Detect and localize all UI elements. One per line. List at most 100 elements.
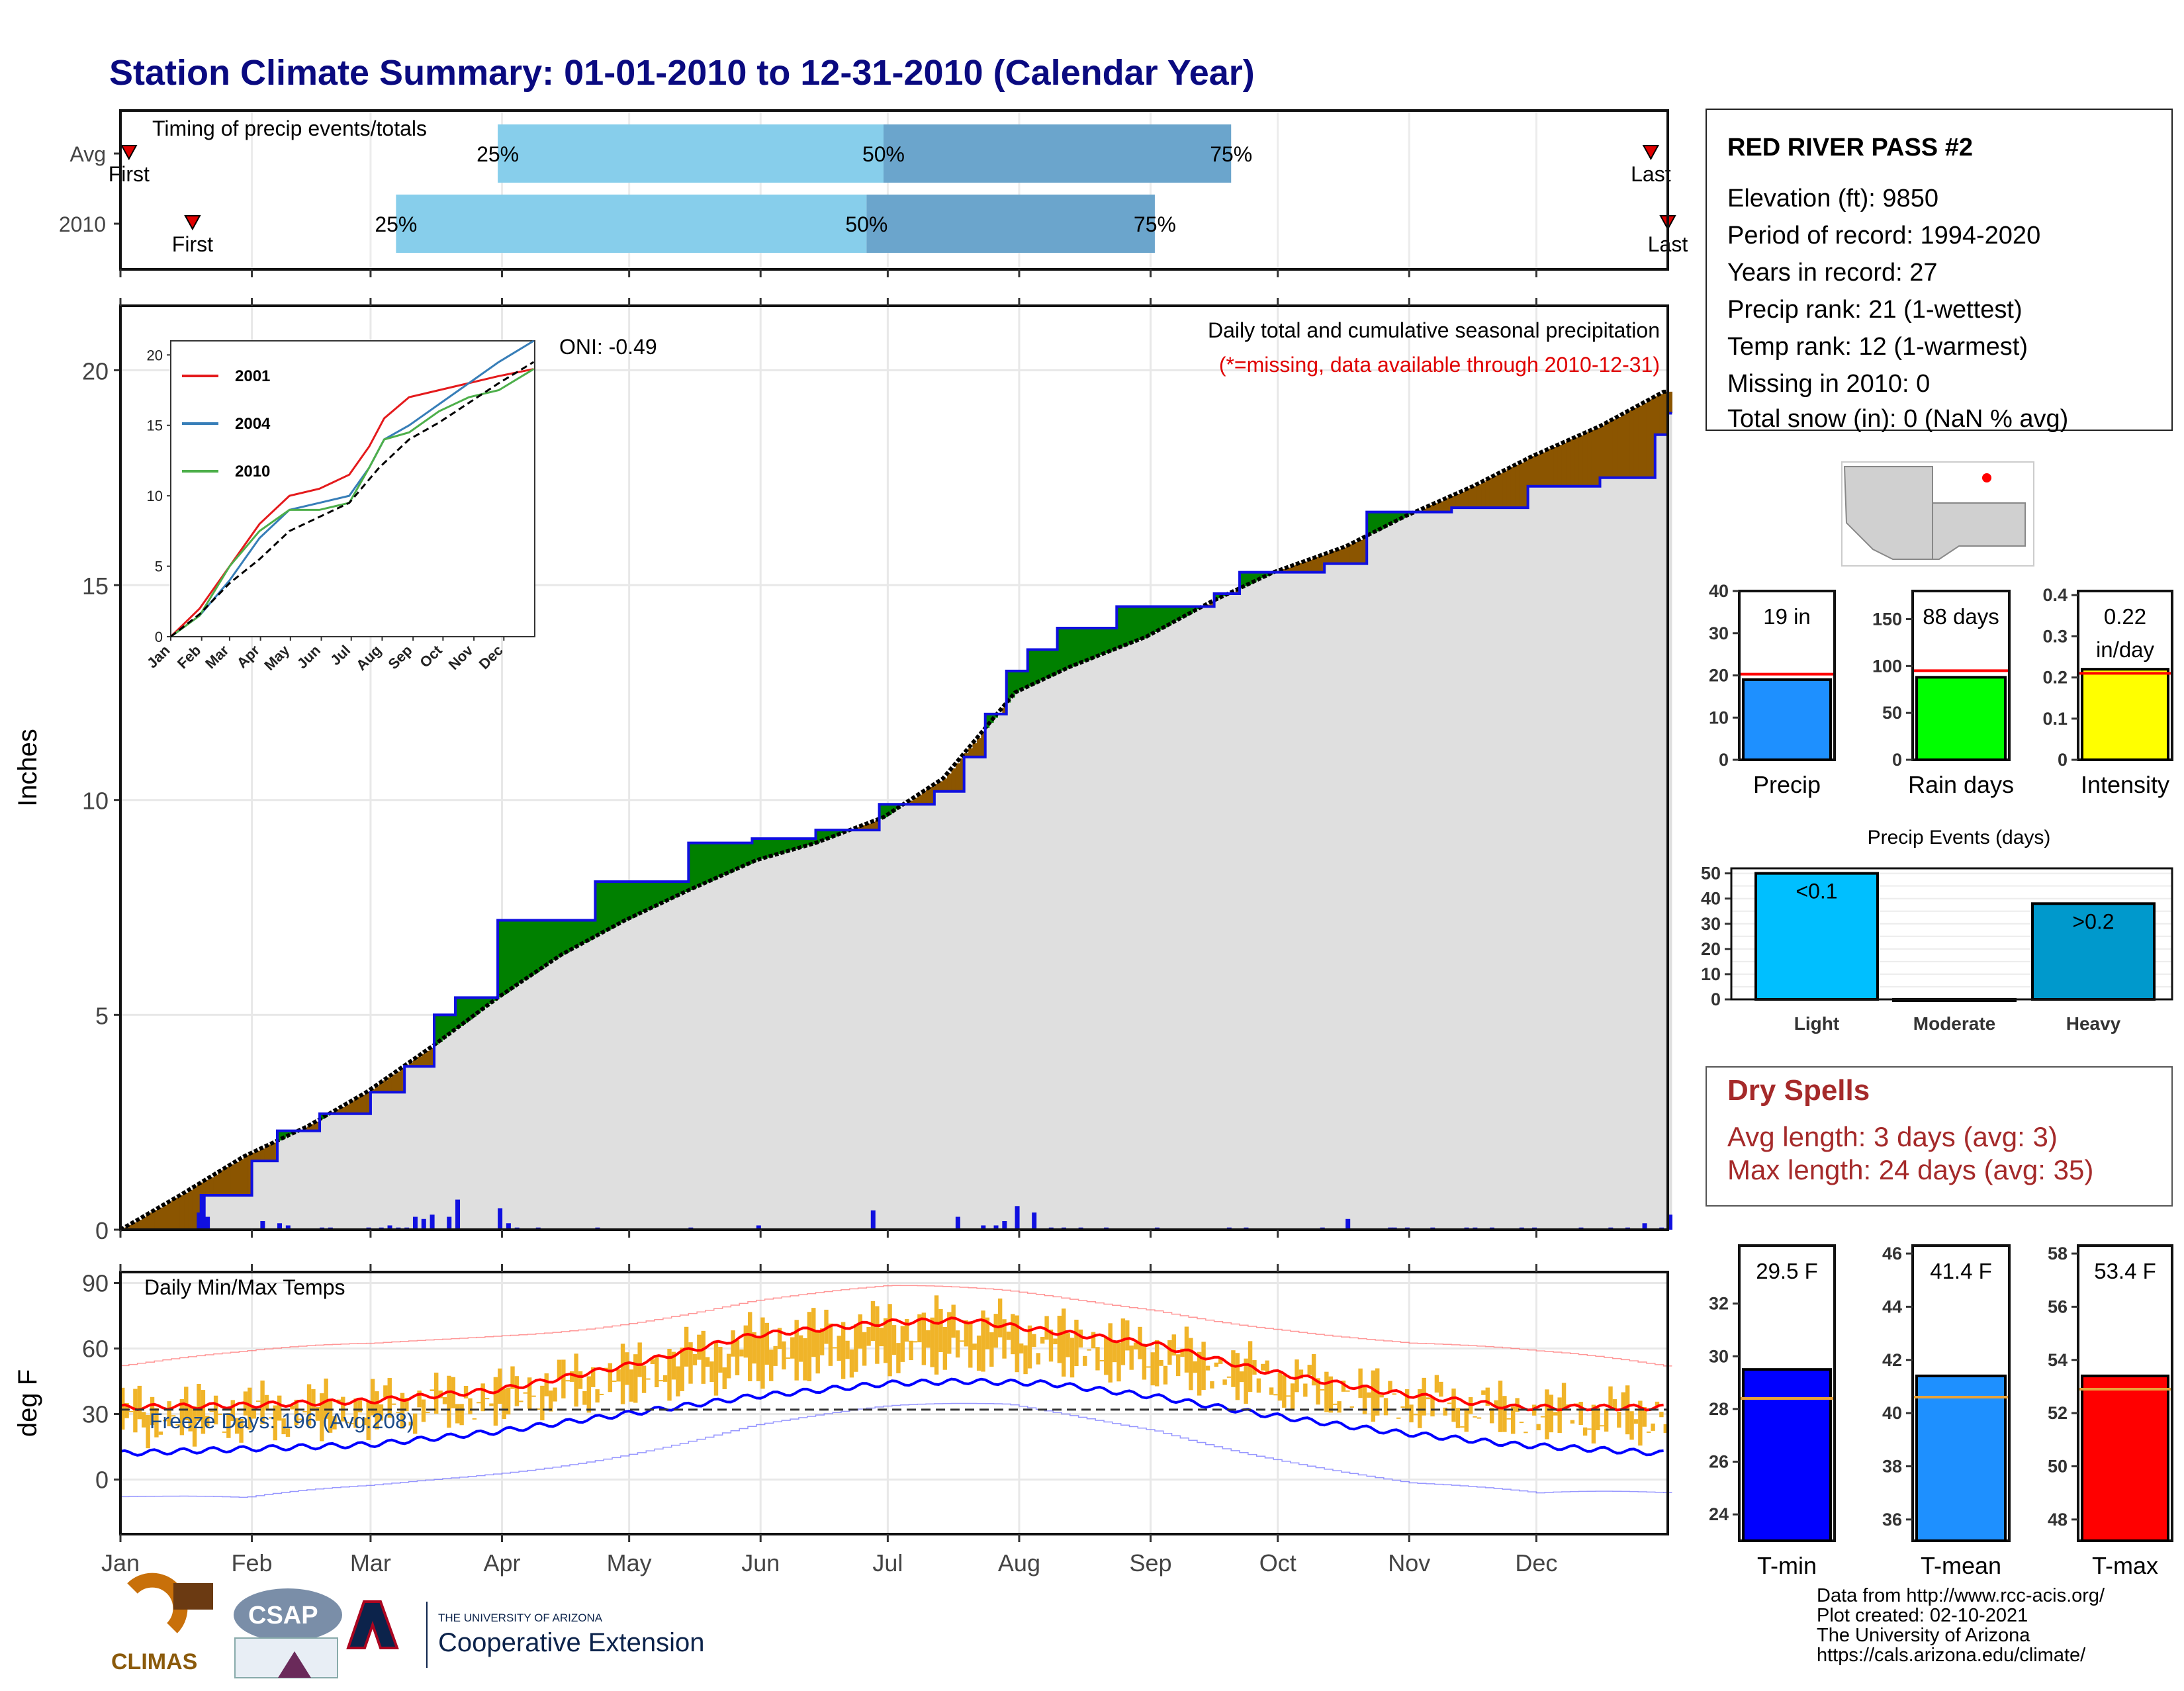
difference-band (1460, 492, 1465, 508)
daily-temp-bar (1287, 1395, 1291, 1396)
y-tick-label: 90 (82, 1270, 109, 1297)
y-tick-label: 0 (1711, 989, 1721, 1009)
daily-temp-bar (1011, 1314, 1015, 1354)
daily-temp-bar (875, 1306, 879, 1364)
difference-band (646, 882, 651, 910)
difference-band (659, 882, 663, 904)
daily-precip-bar (871, 1211, 876, 1230)
daily-precip-bar (1345, 1219, 1350, 1230)
daily-temp-bar (430, 1389, 434, 1391)
difference-band (922, 792, 927, 804)
daily-temp-bar (887, 1304, 891, 1376)
daily-temp-bar (1456, 1408, 1460, 1428)
difference-band (616, 882, 621, 925)
daily-temp-bar (909, 1341, 913, 1360)
daily-temp-bar (633, 1354, 637, 1402)
difference-band (379, 1083, 384, 1092)
y-tick-label: 0.3 (2042, 626, 2068, 646)
daily-temp-bar (1557, 1397, 1561, 1433)
value-label: 19 in (1763, 604, 1811, 629)
y-tick-label: 0.2 (2042, 668, 2068, 688)
difference-band (705, 843, 710, 883)
y-tick-label: 46 (1882, 1244, 1902, 1263)
difference-band (150, 1212, 155, 1230)
difference-band (727, 843, 731, 874)
daily-temp-bar (901, 1326, 905, 1362)
daily-temp-bar (1261, 1364, 1265, 1371)
daily-temp-bar (1473, 1416, 1477, 1418)
daily-temp-bar (1350, 1406, 1354, 1408)
daily-temp-bar (549, 1391, 553, 1412)
daily-temp-bar (1066, 1333, 1069, 1357)
difference-band (1583, 434, 1588, 486)
daily-temp-bar (922, 1312, 926, 1365)
dry-spells-avg: Avg length: 3 days (avg: 3) (1727, 1121, 2058, 1152)
freeze-days-annotation: Freeze Days: 196 (Avg:208) (150, 1409, 414, 1433)
station-line: Years in record: 27 (1727, 259, 1938, 287)
daily-temp-bar (1647, 1432, 1651, 1433)
difference-band (396, 1072, 400, 1092)
value-bar (1917, 677, 2005, 760)
daily-temp-bar (311, 1389, 315, 1411)
inset-y-tick-label: 10 (147, 488, 163, 504)
difference-band (1469, 488, 1473, 508)
daily-temp-bar (1210, 1381, 1214, 1389)
difference-band (570, 921, 574, 950)
daily-temp-bar (1617, 1412, 1621, 1428)
difference-band (1515, 465, 1520, 508)
daily-temp-bar (566, 1380, 570, 1381)
daily-temp-bar (1333, 1404, 1337, 1405)
daily-temp-bar (1435, 1375, 1439, 1393)
difference-band (1333, 551, 1338, 563)
difference-band (175, 1198, 180, 1230)
difference-band (714, 843, 719, 879)
daily-temp-bar (1498, 1381, 1502, 1432)
difference-band (1494, 475, 1498, 508)
daily-temp-bar (1282, 1375, 1286, 1408)
daily-temp-bar (1536, 1424, 1540, 1430)
daily-temp-bar (642, 1365, 646, 1393)
x-tick-label: Oct (1259, 1549, 1297, 1577)
difference-band (392, 1074, 396, 1092)
difference-band (231, 1164, 236, 1195)
daily-temp-bar (1562, 1383, 1566, 1408)
y-tick-label: 100 (1872, 656, 1902, 676)
last-event-label: Last (1631, 162, 1671, 186)
difference-band (218, 1172, 222, 1195)
y-tick-label: 0 (1892, 750, 1902, 770)
inset-legend-label: 2010 (235, 463, 270, 480)
daily-temp-bar (637, 1342, 641, 1377)
daily-temp-bar (702, 1331, 705, 1384)
difference-band (265, 1146, 269, 1161)
daily-temp-bar (1070, 1338, 1074, 1377)
daily-precip-bar (455, 1200, 460, 1230)
daily-temp-bar (1392, 1393, 1396, 1394)
daily-temp-bar (129, 1411, 133, 1412)
difference-band (1578, 435, 1583, 486)
value-label-unit: in/day (2096, 637, 2155, 662)
daily-temp-bar (523, 1393, 527, 1394)
category-label: Precip (1753, 771, 1821, 798)
difference-band (146, 1215, 150, 1230)
svg-text:CSAP: CSAP (248, 1602, 318, 1629)
difference-band (1625, 412, 1630, 478)
svg-text:Cooperative Extension: Cooperative Extension (438, 1628, 704, 1657)
difference-band (1545, 451, 1549, 486)
daily-temp-bar (892, 1325, 896, 1355)
difference-band (1083, 628, 1087, 662)
daily-temp-bar (1451, 1389, 1455, 1422)
daily-temp-bar (553, 1388, 557, 1402)
daily-temp-bar (1231, 1350, 1235, 1387)
daily-temp-bar (760, 1318, 764, 1389)
daily-temp-bar (502, 1389, 506, 1419)
difference-band (510, 921, 515, 989)
daily-temp-bar (1345, 1391, 1349, 1392)
daily-temp-bar (1409, 1404, 1413, 1422)
daily-temp-bar (934, 1295, 938, 1375)
daily-temp-bar (557, 1359, 561, 1379)
daily-temp-bar (561, 1359, 565, 1398)
daily-temp-bar (858, 1314, 862, 1349)
daily-precip-bar (956, 1217, 960, 1230)
daily-temp-bar (1100, 1360, 1104, 1361)
